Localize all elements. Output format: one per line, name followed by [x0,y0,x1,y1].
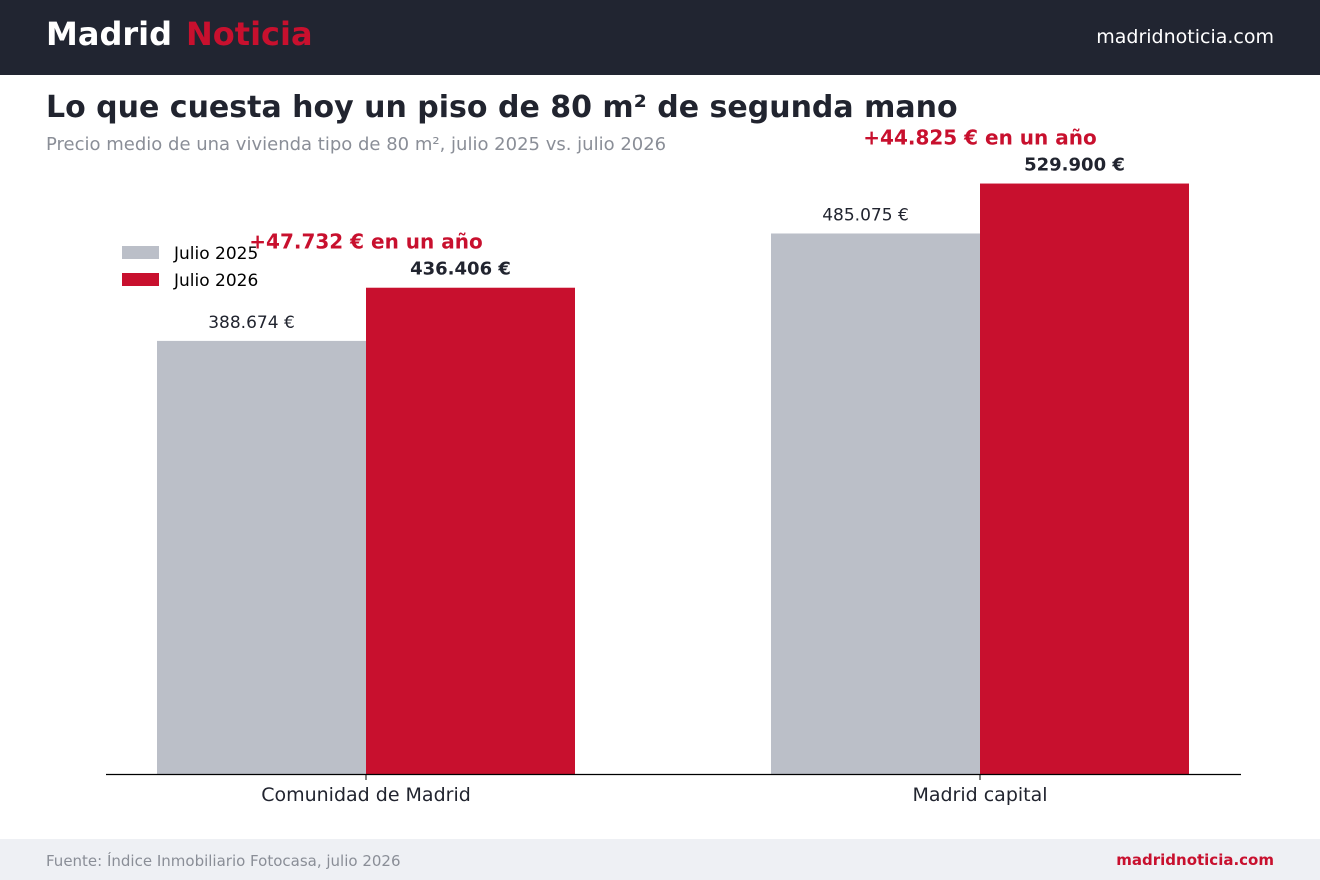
chart-title: Lo que cuesta hoy un piso de 80 m² de se… [46,90,958,125]
bar-value-label: 485.075 € [822,205,909,225]
bar [157,340,366,774]
legend-label: Julio 2025 [173,244,258,264]
x-tick-label: Comunidad de Madrid [261,784,471,806]
change-annotation: +47.732 € en un año [249,230,482,254]
bar [366,287,575,774]
legend-label: Julio 2026 [173,271,258,291]
top-bar: Madrid Noticia madridnoticia.com [0,0,1320,75]
bar [980,183,1189,775]
chart-subtitle: Precio medio de una vivienda tipo de 80 … [46,134,667,155]
source-note: Fuente: Índice Inmobiliario Fotocasa, ju… [46,852,401,870]
x-tick-label: Madrid capital [912,784,1047,806]
footer-site-link[interactable]: madridnoticia.com [1116,851,1274,869]
bar-value-label: 436.406 € [410,259,511,280]
brand-name-part2: Noticia [186,15,313,53]
bar-value-label: 529.900 € [1024,155,1125,176]
brand-name-part1: Madrid [46,15,172,53]
site-link[interactable]: madridnoticia.com [1096,26,1274,48]
footer: Fuente: Índice Inmobiliario Fotocasa, ju… [0,839,1320,880]
legend-swatch [122,273,159,286]
bar [771,233,980,774]
brand-logo[interactable]: Madrid Noticia [46,15,313,53]
legend-swatch [122,246,159,259]
change-annotation: +44.825 € en un año [863,126,1096,150]
bar-value-label: 388.674 € [208,313,295,333]
